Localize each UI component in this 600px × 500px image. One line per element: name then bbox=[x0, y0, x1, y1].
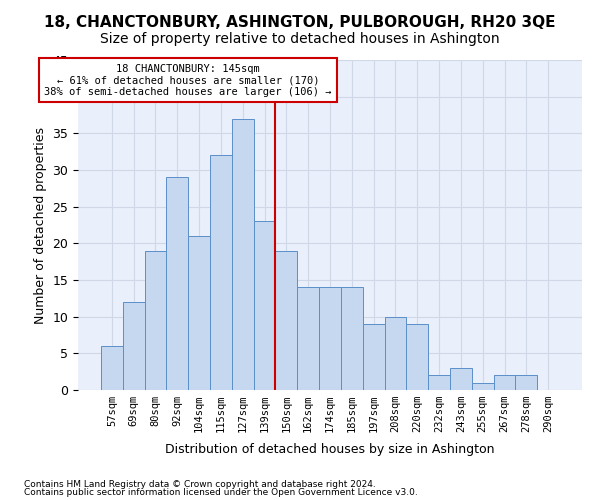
Text: Size of property relative to detached houses in Ashington: Size of property relative to detached ho… bbox=[100, 32, 500, 46]
Bar bbox=[210, 156, 232, 390]
Bar bbox=[297, 288, 319, 390]
Bar bbox=[145, 250, 166, 390]
Bar bbox=[515, 376, 537, 390]
Bar bbox=[101, 346, 123, 390]
Y-axis label: Number of detached properties: Number of detached properties bbox=[34, 126, 47, 324]
Bar bbox=[254, 222, 275, 390]
Bar bbox=[406, 324, 428, 390]
Bar bbox=[166, 178, 188, 390]
Text: Contains HM Land Registry data © Crown copyright and database right 2024.: Contains HM Land Registry data © Crown c… bbox=[24, 480, 376, 489]
Bar bbox=[428, 376, 450, 390]
Bar bbox=[385, 316, 406, 390]
Bar bbox=[450, 368, 472, 390]
Bar bbox=[319, 288, 341, 390]
Text: Contains public sector information licensed under the Open Government Licence v3: Contains public sector information licen… bbox=[24, 488, 418, 497]
Text: 18, CHANCTONBURY, ASHINGTON, PULBOROUGH, RH20 3QE: 18, CHANCTONBURY, ASHINGTON, PULBOROUGH,… bbox=[44, 15, 556, 30]
Bar bbox=[123, 302, 145, 390]
Bar bbox=[494, 376, 515, 390]
Bar bbox=[472, 382, 494, 390]
Bar bbox=[275, 250, 297, 390]
X-axis label: Distribution of detached houses by size in Ashington: Distribution of detached houses by size … bbox=[165, 444, 495, 456]
Bar bbox=[232, 118, 254, 390]
Bar bbox=[188, 236, 210, 390]
Bar bbox=[363, 324, 385, 390]
Text: 18 CHANCTONBURY: 145sqm
← 61% of detached houses are smaller (170)
38% of semi-d: 18 CHANCTONBURY: 145sqm ← 61% of detache… bbox=[44, 64, 332, 97]
Bar bbox=[341, 288, 363, 390]
